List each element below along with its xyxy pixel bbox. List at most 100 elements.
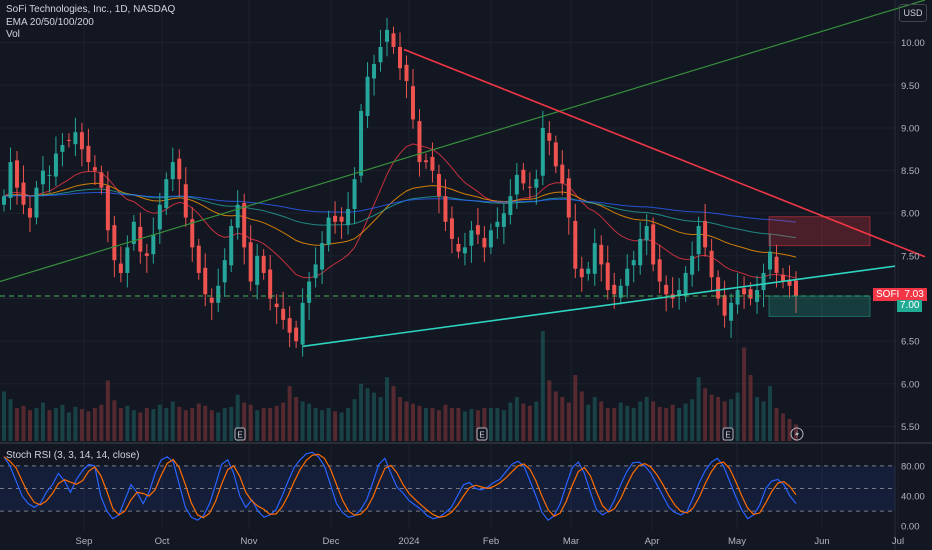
candle-body — [638, 238, 643, 266]
candle-body — [60, 145, 65, 152]
volume-bar — [638, 401, 643, 441]
volume-bar — [190, 408, 195, 441]
earnings-marker-badge — [234, 427, 246, 441]
volume-bar — [566, 402, 571, 441]
stoch-rsi-lines — [3, 451, 797, 522]
volume-bar — [735, 392, 740, 441]
volume-bar — [320, 410, 325, 441]
candle-body — [521, 169, 526, 184]
symbol-legend: SoFi Technologies, Inc., 1D, NASDAQ — [6, 4, 176, 15]
candle-body — [183, 184, 188, 218]
volume-bar — [222, 408, 227, 441]
stoch-tick-label: 0.00 — [901, 522, 920, 533]
candle-body — [222, 260, 227, 283]
volume-bar — [417, 405, 422, 441]
volume-bar — [612, 408, 617, 441]
volume-bar — [709, 394, 714, 441]
candle-body — [423, 160, 428, 163]
candle-body — [255, 255, 260, 285]
volume-bar — [300, 401, 305, 441]
earnings-marker-label: E — [237, 431, 242, 440]
candle-body — [313, 264, 318, 279]
candle-body — [709, 250, 714, 278]
candle-body — [151, 234, 156, 255]
target-price-tag: 7.00 — [897, 300, 923, 312]
volume-bar — [242, 402, 247, 441]
time-tick-label: 2024 — [398, 536, 419, 547]
candle-body — [651, 224, 656, 265]
candle-body — [326, 217, 331, 245]
volume-bar — [313, 408, 318, 441]
candle-body — [703, 220, 708, 248]
candle-body — [566, 178, 571, 218]
candle-body — [618, 285, 623, 298]
volume-bar — [183, 410, 188, 441]
candle-body — [716, 277, 721, 299]
trend-line-drawings[interactable] — [0, 0, 926, 348]
candle-body — [579, 268, 584, 278]
time-tick-label: Jun — [814, 536, 829, 547]
volume-bar — [40, 402, 45, 441]
time-tick-label: Mar — [563, 536, 579, 547]
candle-body — [261, 255, 266, 273]
stop-loss-zone — [768, 216, 871, 247]
candle-body — [320, 243, 325, 270]
volume-bar — [547, 380, 552, 441]
ascending-support-trendline — [302, 265, 896, 348]
candle-body — [398, 46, 402, 69]
profit-target-zone — [768, 295, 871, 317]
volume-bar — [781, 413, 786, 441]
volume-bar — [391, 386, 396, 441]
currency-button[interactable]: USD — [899, 4, 927, 22]
price-tick-label: 9.00 — [901, 123, 920, 134]
volume-bar — [287, 386, 292, 441]
candle-body — [599, 244, 604, 265]
volume-bar — [690, 399, 695, 441]
price-tick-label: 9.50 — [901, 81, 920, 92]
candlestick-series — [2, 17, 798, 357]
volume-bar — [274, 405, 279, 441]
time-tick-label: Apr — [645, 536, 660, 547]
candle-body — [794, 280, 798, 296]
candle-body — [586, 268, 591, 274]
volume-bar — [449, 408, 454, 441]
earnings-marker-badge — [476, 427, 488, 441]
candle-body — [203, 267, 208, 295]
candle-body — [664, 284, 669, 295]
candle-body — [729, 302, 734, 321]
volume-bar — [683, 403, 688, 441]
candle-body — [488, 230, 493, 248]
candle-body — [482, 237, 487, 248]
candle-body — [612, 284, 617, 295]
candle-body — [268, 269, 273, 299]
volume-bar — [475, 410, 480, 441]
candle-body — [300, 302, 305, 345]
volume-bar — [8, 399, 13, 441]
volume-bar — [605, 408, 610, 441]
candle-body — [768, 251, 773, 270]
candle-body — [8, 162, 13, 198]
candle-body — [430, 156, 435, 171]
volume-bar — [748, 375, 753, 441]
volume-bar — [527, 405, 532, 441]
volume-bar — [540, 331, 545, 441]
candle-body — [229, 226, 234, 266]
ema-20-line — [3, 143, 797, 279]
stoch-tick-label: 40.00 — [901, 492, 925, 503]
replay-icon[interactable] — [790, 427, 804, 441]
price-tick-label: 6.50 — [901, 337, 920, 348]
candle-body — [144, 253, 149, 256]
candle-body — [735, 290, 740, 305]
volume-bar — [761, 401, 766, 441]
volume-bar — [14, 408, 19, 441]
volume-bar — [722, 401, 727, 441]
volume-bar — [573, 375, 578, 441]
candle-body — [216, 285, 221, 303]
candle-body — [157, 204, 162, 230]
candle-body — [508, 196, 513, 215]
volume-bar — [209, 410, 214, 441]
volume-bar — [138, 412, 143, 441]
volume-bar — [112, 400, 117, 441]
